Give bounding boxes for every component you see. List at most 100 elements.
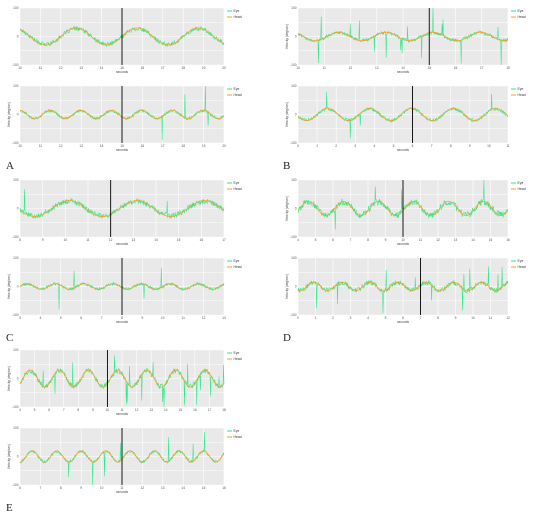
x-tick-label: 8: [77, 408, 79, 412]
x-tick-label: 15: [427, 66, 431, 70]
y-tick-label: 0: [17, 35, 19, 39]
x-tick-label: 20: [222, 66, 226, 70]
y-tick-label: -100: [12, 235, 19, 239]
x-tick-label: 12: [506, 316, 510, 320]
legend-head-label: Head: [518, 93, 526, 97]
x-tick-label: 10: [296, 66, 300, 70]
x-tick-label: 19: [202, 66, 206, 70]
x-tick-label: 17: [222, 238, 226, 242]
x-tick-label: 12: [349, 66, 353, 70]
legend-head-label: Head: [518, 15, 526, 19]
panel-e-letter: E: [6, 502, 13, 514]
x-tick-label: 5: [60, 316, 62, 320]
y-axis-title: Velocity (deg/sec): [285, 24, 289, 49]
legend-head-label: Head: [234, 15, 242, 19]
x-tick-label: 6: [80, 316, 82, 320]
x-tick-label: 6: [19, 486, 21, 490]
panel-c: 8 9 10 11 12 13 14 15 16 17 100 0 -100 seconds Eye Head…: [6, 176, 246, 326]
x-tick-label: 11: [489, 316, 493, 320]
x-tick-label: 15: [489, 238, 493, 242]
x-tick-label: 16: [454, 66, 458, 70]
x-tick-label: 11: [120, 486, 124, 490]
y-tick-label: -100: [290, 141, 297, 145]
y-tick-label: 0: [295, 113, 297, 117]
x-tick-label: 10: [18, 66, 22, 70]
y-tick-label: -100: [290, 313, 297, 317]
legend-head-label: Head: [234, 187, 242, 191]
x-tick-label: 13: [375, 66, 379, 70]
x-axis-title: seconds: [397, 148, 409, 152]
panel-b-letter: B: [283, 160, 291, 172]
x-tick-label: 12: [59, 66, 63, 70]
x-tick-label: 2: [332, 316, 334, 320]
x-tick-label: 15: [202, 486, 206, 490]
x-tick-label: 4: [373, 144, 375, 148]
y-axis-title: Velocity (deg/sec): [285, 274, 289, 299]
x-tick-label: 6: [402, 316, 404, 320]
x-tick-label: 11: [39, 144, 43, 148]
x-tick-label: 20: [222, 144, 226, 148]
y-tick-label: 100: [13, 6, 19, 10]
x-tick-label: 13: [161, 486, 165, 490]
y-tick-label: 100: [13, 84, 19, 88]
y-tick-label: 100: [13, 426, 19, 430]
x-tick-label: 10: [161, 316, 165, 320]
y-tick-label: -100: [12, 405, 19, 409]
panel-a-top-chart: 10 11 12 13 14 15 16 17 18 19 20 100 0 -100 seconds Eye…: [12, 6, 242, 74]
legend-head-label: Head: [518, 265, 526, 269]
legend-head-label: Head: [234, 357, 242, 361]
x-tick-label: 6: [332, 238, 334, 242]
x-tick-label: 10: [106, 408, 110, 412]
legend-eye-label: Eye: [234, 259, 240, 263]
panel-c-letter: C: [6, 332, 14, 344]
x-axis-title: seconds: [116, 70, 128, 74]
panel-a-letter: A: [6, 160, 14, 172]
x-tick-label: 18: [181, 144, 185, 148]
x-tick-label: 10: [64, 238, 68, 242]
x-tick-label: 7: [63, 408, 65, 412]
panel-c-bottom-chart: 3 4 5 6 7 8 9 10 11 12 13 100 0 -100 seconds Velocity (…: [7, 256, 242, 324]
y-axis-title: Velocity (deg/sec): [7, 274, 11, 299]
head-series-line: [297, 31, 509, 42]
y-tick-label: 0: [17, 113, 19, 117]
x-tick-label: 11: [120, 408, 124, 412]
x-tick-label: 0: [297, 316, 299, 320]
y-tick-label: 100: [13, 348, 19, 352]
x-axis-title: seconds: [116, 490, 128, 494]
legend-eye-label: Eye: [518, 87, 524, 91]
x-tick-label: 12: [59, 144, 63, 148]
x-tick-label: 9: [385, 238, 387, 242]
x-tick-label: 8: [60, 486, 62, 490]
y-tick-label: 100: [291, 84, 297, 88]
y-tick-label: 100: [13, 256, 19, 260]
x-tick-label: 10: [18, 144, 22, 148]
x-tick-label: 1: [315, 316, 317, 320]
x-tick-label: 6: [412, 144, 414, 148]
x-tick-label: 5: [315, 238, 317, 242]
legend-eye-label: Eye: [518, 181, 524, 185]
x-tick-label: 17: [161, 144, 165, 148]
legend-head-label: Head: [518, 187, 526, 191]
x-tick-label: 11: [323, 66, 327, 70]
y-tick-label: -100: [290, 63, 297, 67]
x-tick-label: 3: [354, 144, 356, 148]
x-tick-label: 9: [455, 316, 457, 320]
x-tick-label: 15: [179, 408, 183, 412]
x-tick-label: 13: [149, 408, 153, 412]
x-tick-label: 9: [142, 316, 144, 320]
y-axis-title: Velocity (deg/sec): [7, 444, 11, 469]
x-tick-label: 14: [401, 66, 405, 70]
x-axis-title: seconds: [116, 412, 128, 416]
y-axis-title: Velocity (deg/sec): [7, 102, 11, 127]
x-tick-label: 8: [437, 316, 439, 320]
panel-a: 10 11 12 13 14 15 16 17 18 19 20 100 0 -100 seconds Eye…: [6, 4, 246, 154]
x-tick-label: 16: [141, 144, 145, 148]
eye-series-line: [297, 266, 509, 314]
x-tick-label: 3: [350, 316, 352, 320]
y-tick-label: -100: [12, 63, 19, 67]
eye-series-line: [19, 189, 225, 219]
y-tick-label: 0: [17, 285, 19, 289]
x-tick-label: 0: [297, 144, 299, 148]
head-series-line: [297, 281, 509, 292]
